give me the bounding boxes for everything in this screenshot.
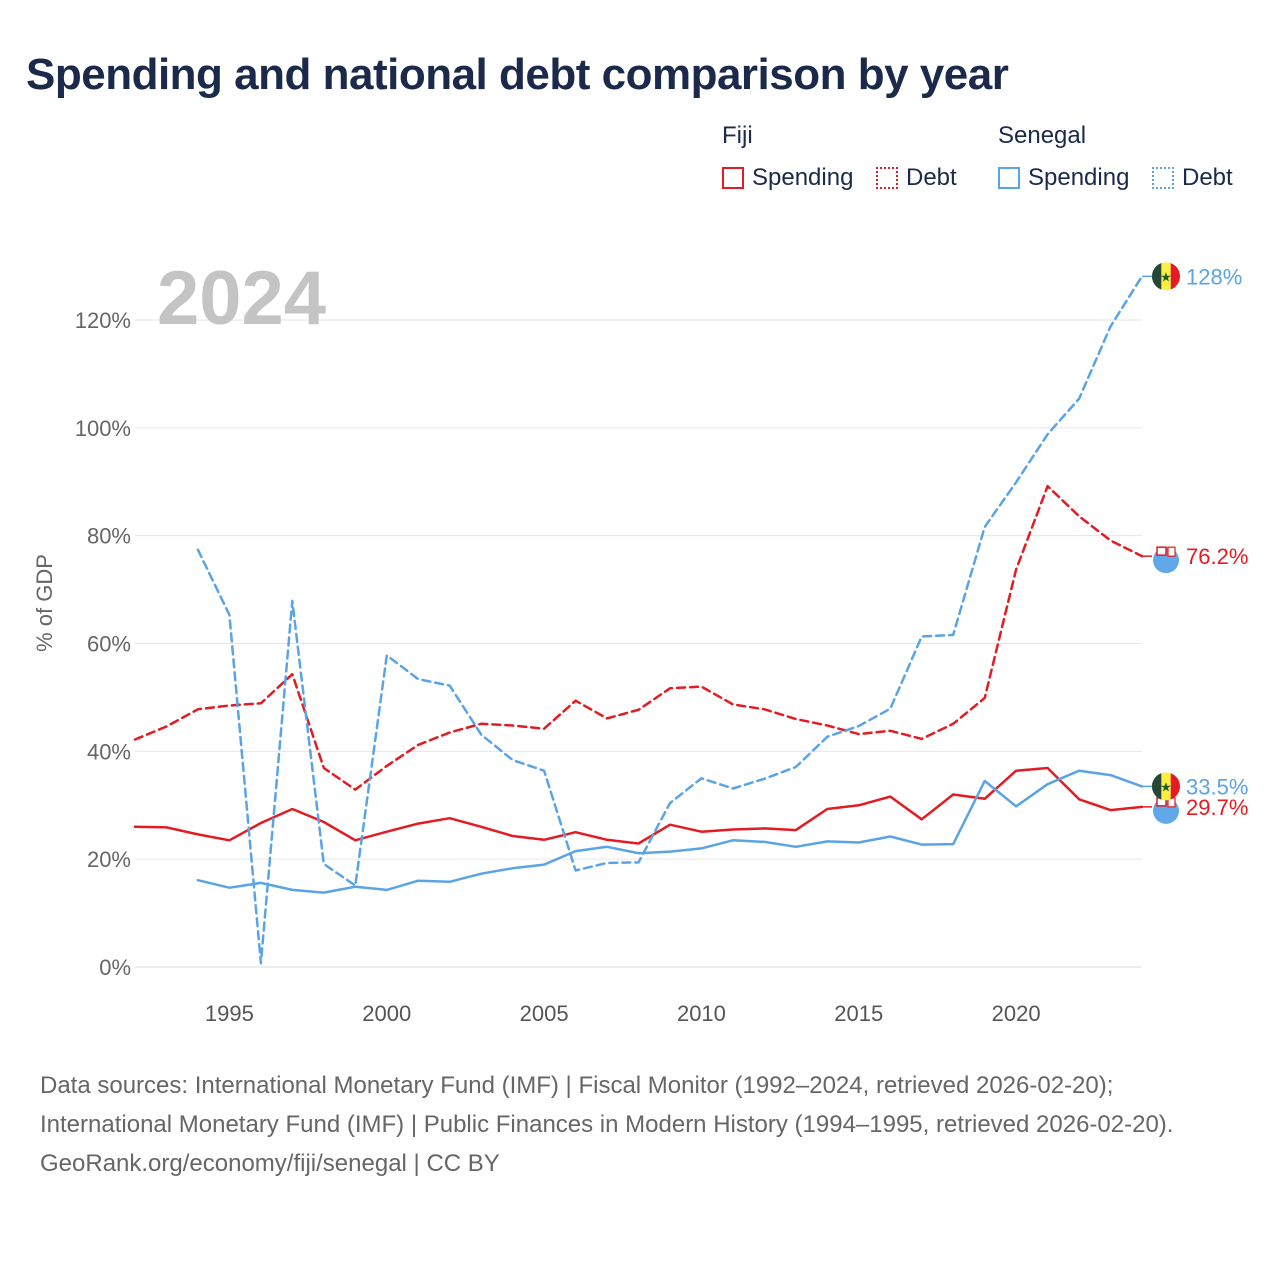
x-tick-label-2020: 2020 [992,1001,1041,1026]
y-tick-label-80: 80% [87,524,131,549]
y-tick-label-20: 20% [87,847,131,872]
end-label-senegal-spending: 33.5% [1186,774,1248,799]
legend-label-senegal-debt: Debt [1182,164,1233,191]
series-line-senegal-debt [196,275,1144,965]
legend-label-senegal-spending: Spending [1028,164,1130,191]
legend-country-senegal: Senegal [998,122,1087,149]
svg-text:★: ★ [1160,270,1172,285]
y-tick-label-100: 100% [75,416,131,441]
series-line-senegal-spending [196,769,1144,894]
end-label-senegal-debt: 128% [1186,264,1242,289]
legend-country-fiji: Fiji [722,122,753,149]
chart-title: Spending and national debt comparison by… [26,50,1009,99]
legend-swatch-fiji-debt [876,167,898,189]
x-tick-label-1995: 1995 [205,1001,254,1026]
credit-link[interactable]: GeoRank.org/economy/fiji/senegal | CC BY [40,1150,500,1177]
footer: Data sources: International Monetary Fun… [40,1066,1240,1183]
legend-item-fiji-spending[interactable]: Spending [722,164,853,192]
y-tick-label-120: 120% [75,308,131,333]
year-watermark: 2024 [157,256,326,341]
legend-swatch-senegal-spending [998,167,1020,189]
fiji-flag-icon-spending [1153,797,1179,824]
x-tick-label-2010: 2010 [677,1001,726,1026]
legend-label-fiji-spending: Spending [752,164,854,191]
line-chart: 0% 20% 40% 60% 80% 100% 120% 1995 2000 2005 2010 20… [32,256,1248,1026]
legend-swatch-fiji-spending [722,167,744,189]
legend-item-senegal-debt[interactable]: Debt [1152,164,1233,192]
x-tick-label-2005: 2005 [520,1001,569,1026]
fiji-flag-icon-debt [1153,546,1179,574]
senegal-flag-icon-debt: ★ [1152,262,1180,291]
legend-swatch-senegal-debt [1152,167,1174,189]
svg-text:★: ★ [1160,780,1172,795]
data-sources: Data sources: International Monetary Fun… [40,1072,1174,1138]
series-line-fiji-debt [133,484,1144,791]
legend-item-fiji-debt[interactable]: Debt [876,164,957,192]
series-line-fiji-spending [133,766,1144,845]
legend-label-fiji-debt: Debt [906,164,957,191]
senegal-flag-icon-spending: ★ [1152,772,1180,801]
y-tick-label-0: 0% [99,955,131,980]
y-axis-label: % of GDP [32,554,57,652]
legend-item-senegal-spending[interactable]: Spending [998,164,1129,192]
end-label-fiji-debt: 76.2% [1186,544,1248,569]
y-tick-label-40: 40% [87,739,131,764]
y-tick-label-60: 60% [87,632,131,657]
x-tick-label-2000: 2000 [362,1001,411,1026]
end-label-fiji-spending: 29.7% [1186,795,1248,820]
x-tick-label-2015: 2015 [834,1001,883,1026]
